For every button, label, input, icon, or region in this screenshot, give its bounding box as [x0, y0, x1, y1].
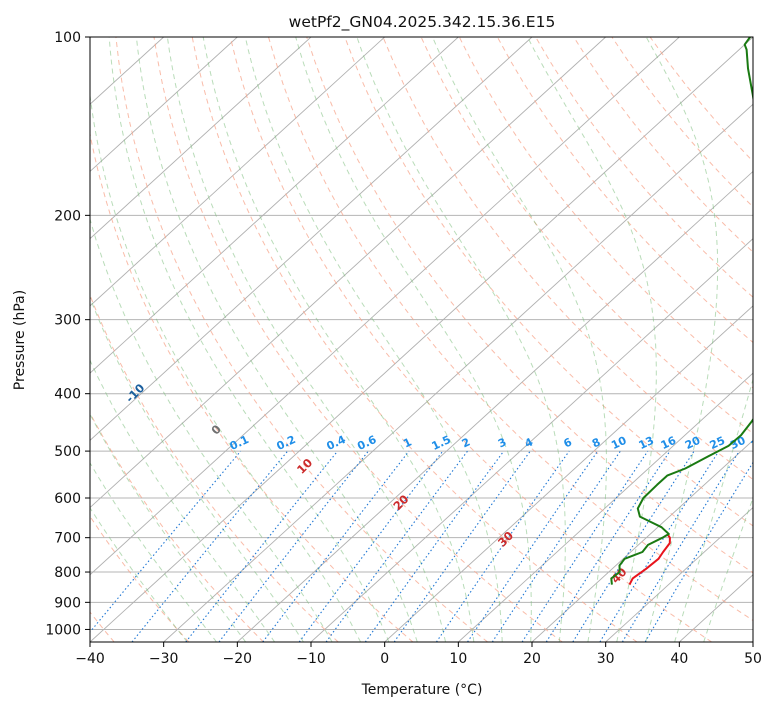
plot-frame — [89, 36, 754, 643]
moist-adiabat-line — [90, 358, 276, 642]
y-tick-label: 800 — [54, 565, 81, 581]
dry-adiabat-line — [496, 37, 753, 344]
dry-adiabat-line — [229, 37, 712, 642]
y-tick-label: 700 — [54, 531, 81, 547]
x-tick-label: 50 — [744, 651, 762, 667]
dry-adiabat-line — [153, 37, 563, 642]
moist-adiabat-line — [244, 37, 503, 642]
isotherm-line — [237, 170, 753, 642]
y-tick-label: 400 — [54, 387, 81, 403]
dry-adiabat-line — [191, 37, 638, 642]
isotherm-line — [310, 238, 753, 642]
x-tick-label: −20 — [223, 651, 253, 667]
mixing-ratio-line — [491, 450, 621, 642]
isotherm-line — [90, 37, 312, 240]
moist-adiabat-line — [90, 413, 247, 642]
moist-adiabat-line — [90, 296, 304, 642]
x-tick-label: 10 — [449, 651, 467, 667]
mixing-ratio-line — [521, 450, 649, 642]
x-tick-label: −10 — [296, 651, 326, 667]
mixing-ratio-line — [131, 450, 289, 642]
moist-adiabat-line — [356, 37, 566, 642]
mixing-ratio-line — [621, 450, 740, 642]
isotherm-line — [458, 372, 753, 642]
isotherm-line — [384, 305, 753, 642]
mixing-ratio-line — [325, 450, 468, 642]
moist-adiabat-line — [432, 37, 607, 642]
mixing-ratio-line — [545, 450, 671, 642]
mixing-ratio-line — [393, 450, 531, 642]
dry-adiabat-line — [306, 37, 753, 574]
x-tick-label: 20 — [523, 651, 541, 667]
mixing-ratio-line — [364, 450, 505, 642]
y-tick-label: 300 — [54, 313, 81, 329]
temperature-profile-line — [628, 533, 671, 586]
moist-adiabat-line — [108, 37, 390, 642]
mixing-ratio-label: 20 — [683, 434, 703, 452]
moist-adiabat-line — [202, 37, 475, 642]
isotherm-line — [90, 37, 459, 374]
x-tick-label: 40 — [670, 651, 688, 667]
dry-adiabat-line — [268, 37, 753, 622]
y-tick-label: 1000 — [45, 622, 81, 638]
y-tick-label: 200 — [54, 208, 81, 224]
x-axis-label: Temperature (°C) — [361, 682, 483, 698]
mixing-ratio-line — [262, 450, 410, 642]
y-axis-label: Pressure (hPa) — [12, 290, 28, 390]
moist-adiabat-line — [166, 37, 446, 642]
y-tick-label: 900 — [54, 595, 81, 611]
moist-adiabat-line — [135, 37, 418, 642]
moist-adiabat-line — [90, 91, 362, 642]
isotherm-line — [90, 37, 753, 642]
isotherm-line — [90, 37, 680, 576]
dry-adiabat-line — [115, 37, 488, 642]
mixing-ratio-line — [298, 450, 444, 642]
y-tick-label: 600 — [54, 491, 81, 507]
dewpoint-profile-line — [610, 37, 753, 585]
mixing-ratio-line — [185, 450, 339, 642]
moist-adiabat-line — [90, 217, 333, 642]
x-tick-label: 0 — [380, 651, 389, 667]
dry-adiabat-line — [344, 37, 753, 527]
isotherm-line — [90, 37, 533, 441]
isotherm-line — [90, 37, 606, 509]
mixing-ratio-label: 25 — [708, 434, 727, 452]
mixing-ratio-line — [90, 450, 242, 633]
isotherm-line — [90, 37, 238, 173]
mixing-ratio-label: 30 — [728, 434, 748, 452]
mixing-ratio-label: 10 — [609, 434, 629, 452]
x-tick-label: −40 — [75, 651, 105, 667]
y-tick-label: 500 — [54, 444, 81, 460]
mixing-ratio-label: 36 — [749, 434, 769, 452]
dry-adiabat-line — [90, 293, 339, 642]
moist-adiabat-line — [90, 461, 217, 642]
mixing-ratio-line — [435, 450, 570, 642]
x-tick-label: −30 — [149, 651, 179, 667]
isotherm-line — [531, 439, 753, 642]
dry-adiabat-line — [458, 37, 753, 389]
mixing-ratio-label: 16 — [659, 434, 679, 452]
y-tick-label: 100 — [54, 30, 81, 46]
mixing-ratio-line — [467, 450, 599, 642]
isotherm-line — [90, 37, 385, 307]
moist-adiabat-line — [295, 37, 532, 642]
isotherm-line — [605, 506, 753, 642]
x-tick-label: 30 — [597, 651, 615, 667]
isotherm-line — [163, 103, 753, 642]
mixing-ratio-label: 13 — [637, 434, 656, 452]
dry-adiabat-line — [90, 515, 190, 642]
chart-title: wetPf2_GN04.2025.342.15.36.E15 — [289, 13, 556, 32]
dry-adiabat-line — [90, 412, 264, 642]
